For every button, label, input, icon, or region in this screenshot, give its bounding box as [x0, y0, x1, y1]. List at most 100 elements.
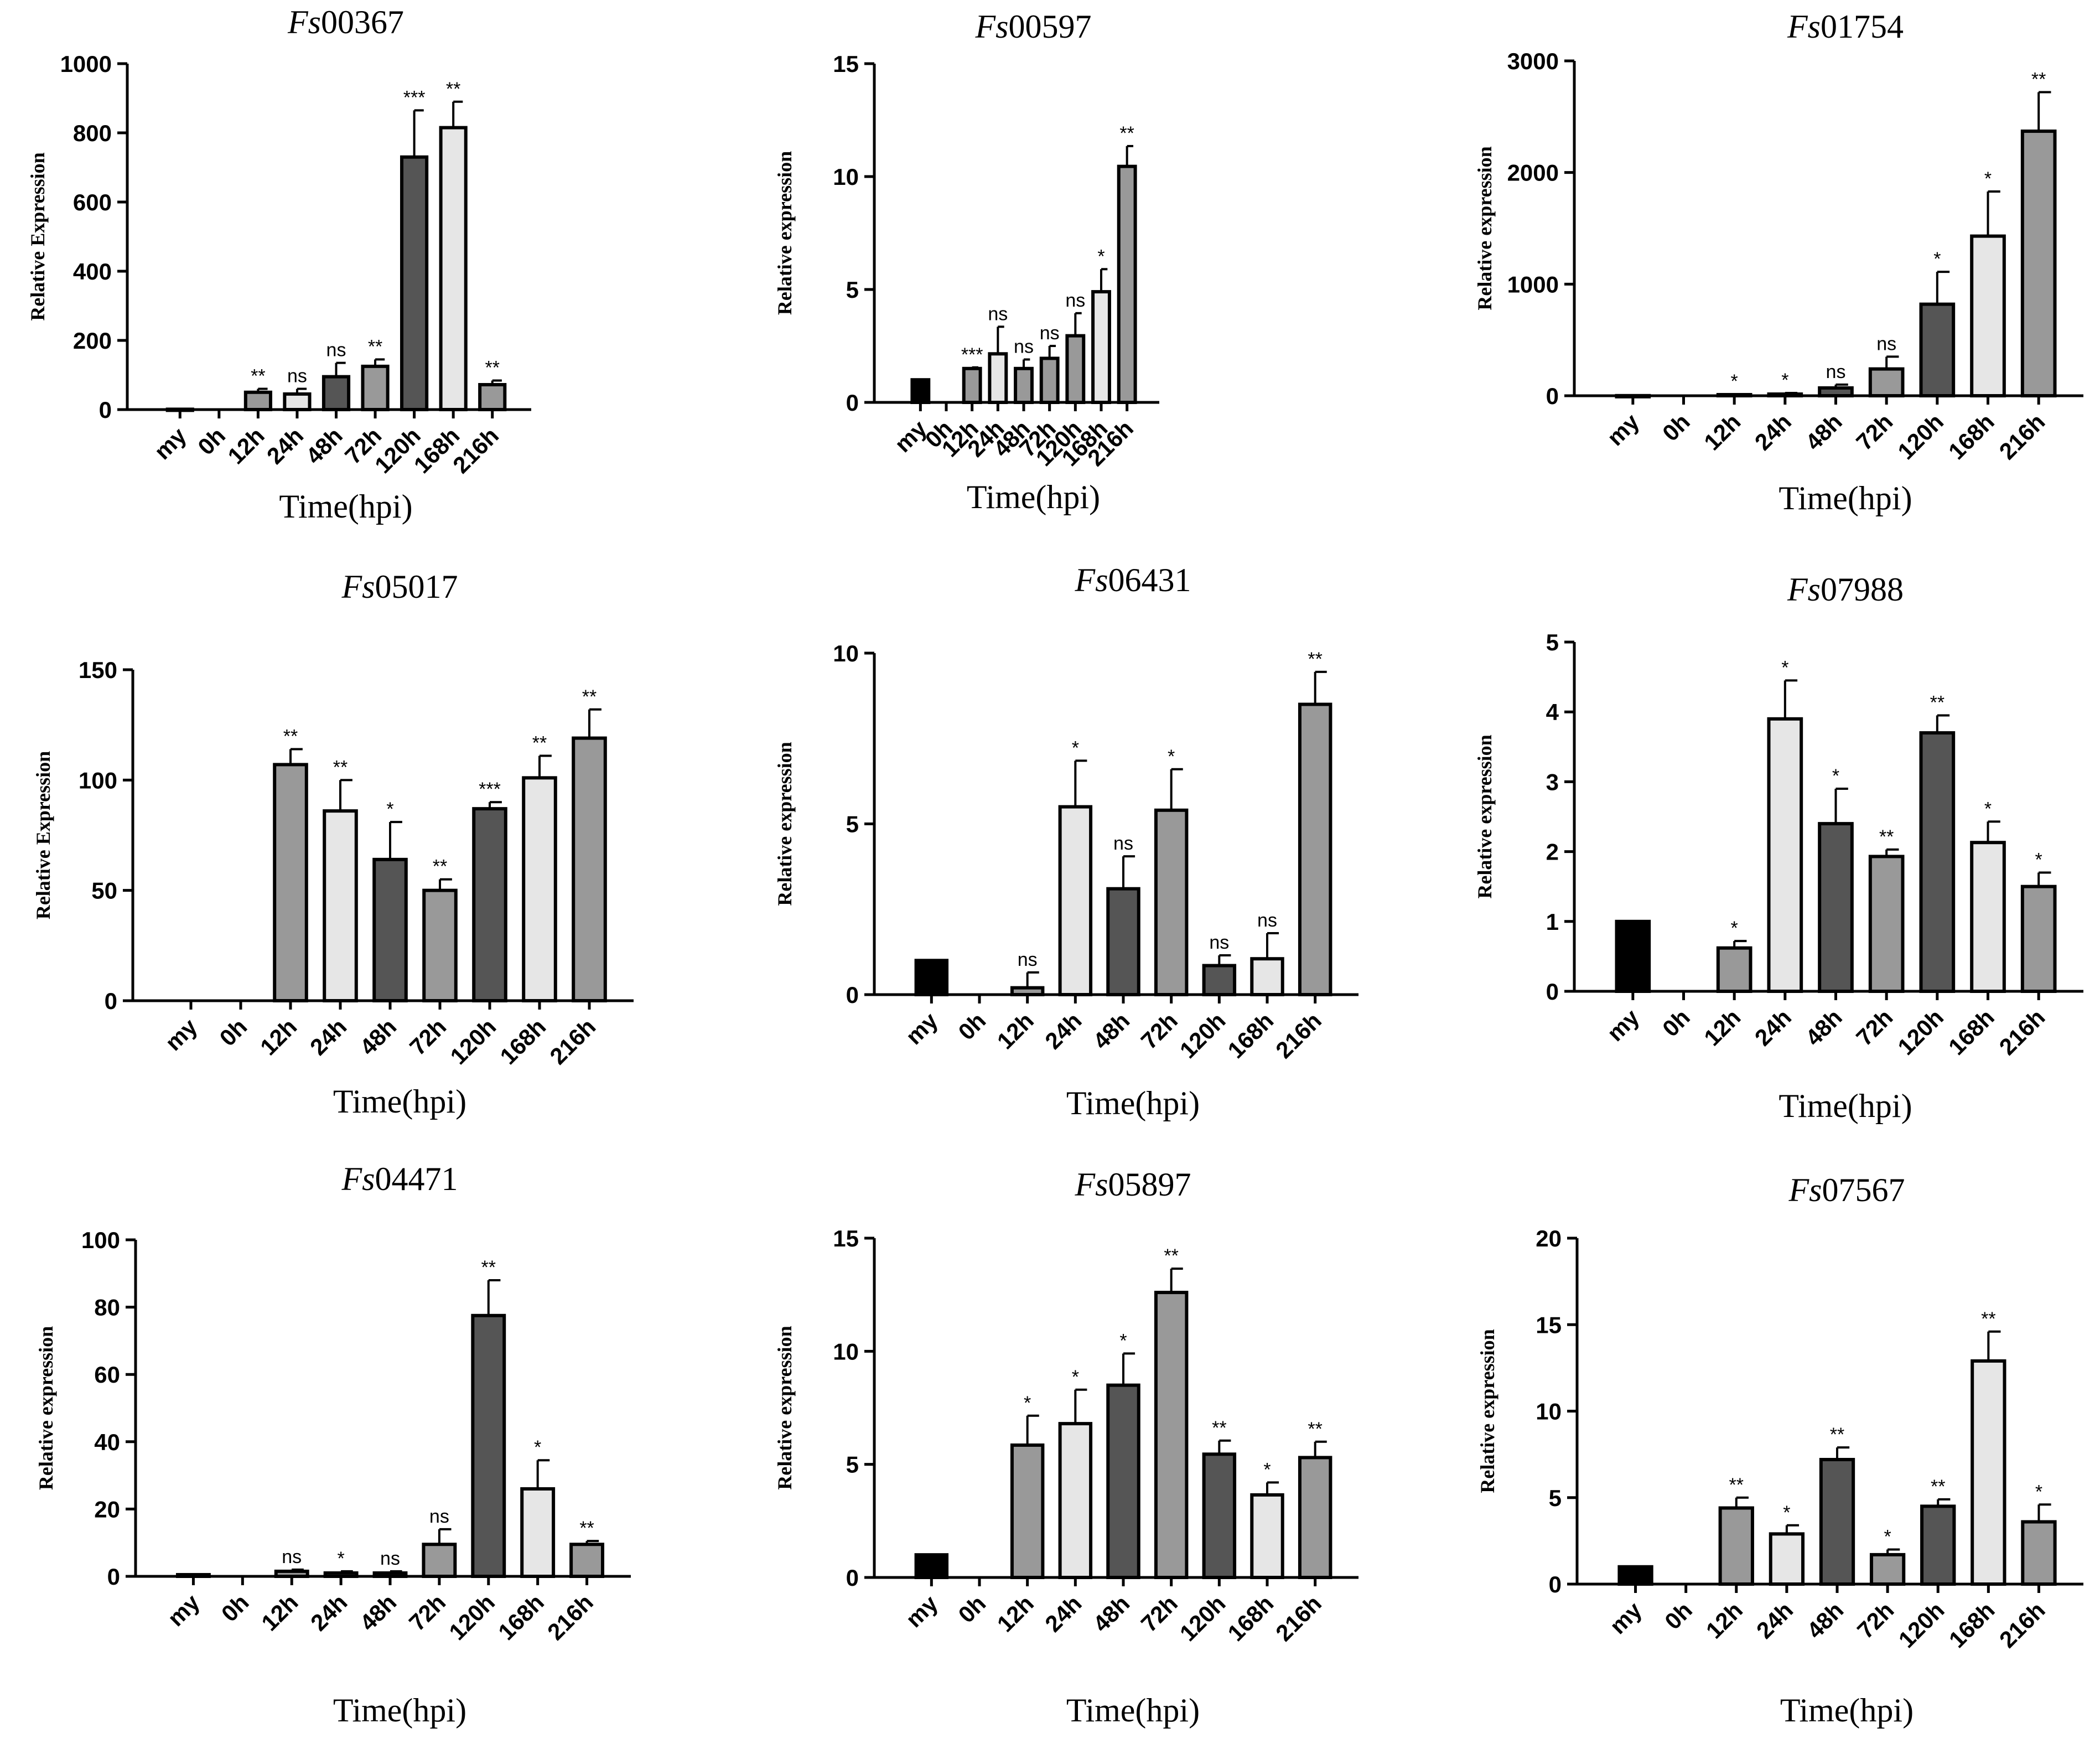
chart-title-prefix: Fs [341, 568, 375, 605]
chart-title-prefix: Fs [975, 8, 1009, 45]
bar-168h [1971, 1359, 2006, 1586]
y-tick-label: 5 [846, 811, 859, 837]
significance-label: ** [579, 1518, 594, 1539]
significance-label: ** [1729, 1475, 1744, 1496]
significance-label: ns [1018, 949, 1038, 970]
bar-48h [1819, 1458, 1855, 1586]
x-tick-label: 24h [262, 422, 308, 469]
y-tick-label: 100 [81, 1227, 120, 1253]
y-tick-label: 1 [1546, 909, 1559, 935]
x-tick-label: 24h [305, 1589, 352, 1636]
bar-216h [1298, 1456, 1332, 1580]
chart-title: Fs05897 [1075, 1166, 1191, 1203]
chart-title-number: 00367 [321, 4, 404, 40]
significance-label: ns [988, 303, 1008, 324]
y-tick-label: 10 [833, 164, 859, 190]
x-tick-label: 12h [256, 1589, 303, 1636]
chart-panel-07567: Fs07567 Relative expression Time(hpi) 0 5 10 1… [1476, 1172, 2083, 1729]
bar-120h [471, 1313, 506, 1579]
bar-24h [1767, 392, 1803, 397]
x-tick-label: 48h [1800, 1004, 1847, 1051]
x-tick-label: my [160, 1013, 203, 1056]
chart-title-number: 06431 [1108, 562, 1191, 598]
bar-my [1615, 919, 1651, 994]
significance-label: ** [2031, 69, 2046, 90]
x-tick-label: 216h [545, 1013, 600, 1069]
x-tick-label: 168h [1222, 1590, 1278, 1646]
significance-label: * [1884, 1527, 1891, 1548]
bar-48h [372, 1571, 408, 1578]
y-tick-label: 20 [1536, 1225, 1562, 1251]
bar-72h [1869, 1553, 1906, 1586]
x-tick-label: 168h [495, 1013, 551, 1069]
significance-label: ** [1119, 123, 1134, 144]
x-tick-label: 12h [1699, 1004, 1745, 1051]
significance-label: ns [1826, 361, 1846, 382]
y-axis-label: Relative Expression [32, 751, 54, 919]
x-tick-label: my [163, 1589, 205, 1632]
x-tick-label: 216h [1994, 1597, 2050, 1653]
bar-12h [243, 390, 272, 411]
chart-panel-00597: Fs00597 Relative expression Time(hpi) 0 5 10 1… [774, 8, 1159, 515]
bar-120h [400, 155, 429, 411]
bar-24h [1058, 805, 1093, 997]
bar-216h [2020, 884, 2057, 993]
y-tick-label: 100 [79, 767, 117, 793]
x-tick-label: 12h [222, 422, 269, 469]
y-tick-label: 60 [94, 1362, 120, 1388]
x-tick-label: 72h [1852, 1597, 1899, 1643]
bar-48h [1106, 887, 1140, 996]
x-tick-label: my [1602, 1004, 1645, 1047]
y-tick-label: 1000 [1507, 271, 1559, 297]
x-tick-label: 168h [1944, 1597, 2000, 1653]
x-tick-label: 0h [953, 1590, 991, 1628]
y-tick-label: 1000 [60, 51, 112, 77]
y-axis-label: Relative expression [35, 1326, 57, 1490]
significance-label: * [534, 1437, 541, 1458]
chart-title: Fs00597 [975, 8, 1092, 45]
bar-24h [1769, 1532, 1805, 1586]
bar-12h [1716, 946, 1752, 993]
x-tick-label: 168h [1943, 1004, 1999, 1060]
significance-label: ** [1981, 1308, 1995, 1329]
significance-label: ns [282, 1546, 302, 1567]
chart-panel-01754: Fs01754 Relative expression Time(hpi) 0 1000… [1474, 8, 2083, 516]
y-tick-label: 10 [1536, 1399, 1562, 1425]
x-tick-label: 168h [1222, 1007, 1278, 1063]
x-tick-label: 216h [1994, 1004, 2050, 1060]
bar-168h [1970, 841, 2006, 993]
y-tick-label: 15 [1536, 1312, 1562, 1338]
significance-label: ** [481, 1257, 496, 1278]
y-axis-label: Relative Expression [27, 152, 49, 320]
y-tick-label: 10 [833, 640, 859, 666]
x-tick-label: 216h [1994, 408, 2050, 464]
significance-label: ** [251, 366, 265, 387]
x-tick-label: 72h [405, 1013, 451, 1060]
chart-title-prefix: Fs [1075, 1166, 1108, 1203]
chart-title: Fs07988 [1787, 571, 1904, 608]
bar-72h [1154, 1291, 1189, 1580]
chart-title: Fs06431 [1075, 562, 1191, 598]
x-tick-label: 24h [305, 1013, 351, 1060]
y-tick-label: 2 [1546, 839, 1559, 865]
y-tick-label: 0 [846, 390, 859, 416]
significance-label: ns [1257, 910, 1277, 931]
y-tick-label: 5 [1549, 1485, 1562, 1511]
y-tick-label: 10 [833, 1338, 859, 1364]
y-tick-label: 20 [94, 1496, 120, 1522]
x-tick-label: 0h [1660, 1597, 1697, 1634]
bar-168h [520, 1487, 556, 1578]
bar-168h [439, 126, 468, 411]
x-tick-label: 120h [1175, 1590, 1231, 1646]
significance-label: * [1781, 657, 1788, 678]
x-tick-label: 48h [355, 1589, 401, 1636]
x-tick-label: 120h [444, 1589, 500, 1645]
chart-title-prefix: Fs [1787, 8, 1821, 45]
significance-label: * [1783, 1502, 1790, 1523]
x-tick-label: 24h [1750, 1004, 1796, 1051]
bar-72h [422, 888, 458, 1002]
y-tick-label: 4 [1546, 699, 1559, 725]
y-axis-label: Relative expression [774, 151, 796, 315]
x-tick-label: 24h [1040, 1590, 1086, 1637]
significance-label: ns [380, 1548, 400, 1569]
